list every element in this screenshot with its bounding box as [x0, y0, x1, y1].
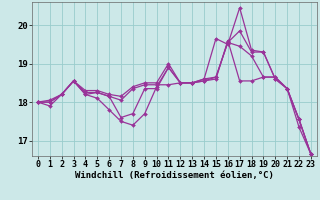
X-axis label: Windchill (Refroidissement éolien,°C): Windchill (Refroidissement éolien,°C)	[75, 171, 274, 180]
